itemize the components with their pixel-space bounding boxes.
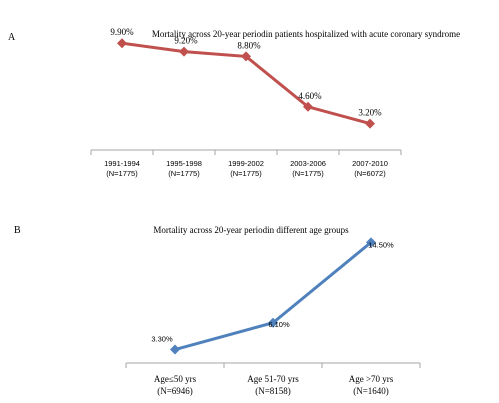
data-point [117,38,127,49]
data-point [366,237,376,248]
data-point [365,118,375,129]
panel-a-data-labels: 9.90% 9.20% 8.80% 4.60% 3.20% [110,27,382,117]
data-label: 6.10% [268,320,290,329]
x-tick-label: 1995-1998 [166,159,202,168]
panel-b-points [170,237,376,355]
panel-b-x-tick-labels: Age≤50 yrs (N=6946) Age 51-70 yrs (N=8158) A… [154,374,394,396]
x-tick-label: 2003-2006 [290,159,326,168]
panel-b: B Mortality across 20-year periodin diff… [14,225,421,396]
x-tick-sublabel: (N=8158) [255,386,291,396]
panel-b-title: Mortality across 20-year periodin differ… [153,225,349,235]
data-label: 14.50% [368,240,394,249]
data-label: 8.80% [237,40,261,50]
data-point [170,344,180,355]
x-tick-sublabel: (N=1775) [168,169,200,178]
data-label: 3.20% [358,108,382,118]
panel-a-points [117,38,375,129]
panel-a: A Mortality across 20-year periodin pati… [8,27,460,178]
x-tick-label: 1991-1994 [104,159,140,168]
x-tick-label: Age >70 yrs [349,374,394,384]
data-point [241,51,251,62]
x-tick-sublabel: (N=6946) [157,386,193,396]
x-tick-sublabel: (N=1775) [106,169,138,178]
x-tick-sublabel: (N=1775) [230,169,262,178]
panel-a-x-ticks [90,150,402,155]
x-tick-label: 1999-2002 [228,159,264,168]
panel-a-x-tick-labels: 1991-1994(N=1775)1995-1998(N=1775)1999-2… [104,159,388,178]
data-label: 9.90% [110,27,134,37]
data-point [303,101,313,112]
data-label: 4.60% [298,91,322,101]
data-point [268,317,278,328]
panel-a-label: A [8,32,16,43]
panel-b-data-labels: 3.30% 6.10% 14.50% [151,240,394,343]
panel-b-series-line [174,241,372,352]
panel-a-title: Mortality across 20-year periodin patien… [152,29,460,39]
data-point [179,46,189,57]
x-tick-label: Age 51-70 yrs [247,374,299,384]
x-tick-sublabel: (N=1775) [292,169,324,178]
data-label: 3.30% [151,335,173,344]
x-tick-sublabel: (N=6072) [354,169,386,178]
x-tick-label: Age≤50 yrs [154,374,197,384]
data-label: 9.20% [174,36,198,46]
panel-b-label: B [14,225,21,236]
panel-b-x-ticks [125,363,421,368]
x-tick-label: 2007-2010 [352,159,388,168]
x-tick-sublabel: (N=1640) [353,386,389,396]
